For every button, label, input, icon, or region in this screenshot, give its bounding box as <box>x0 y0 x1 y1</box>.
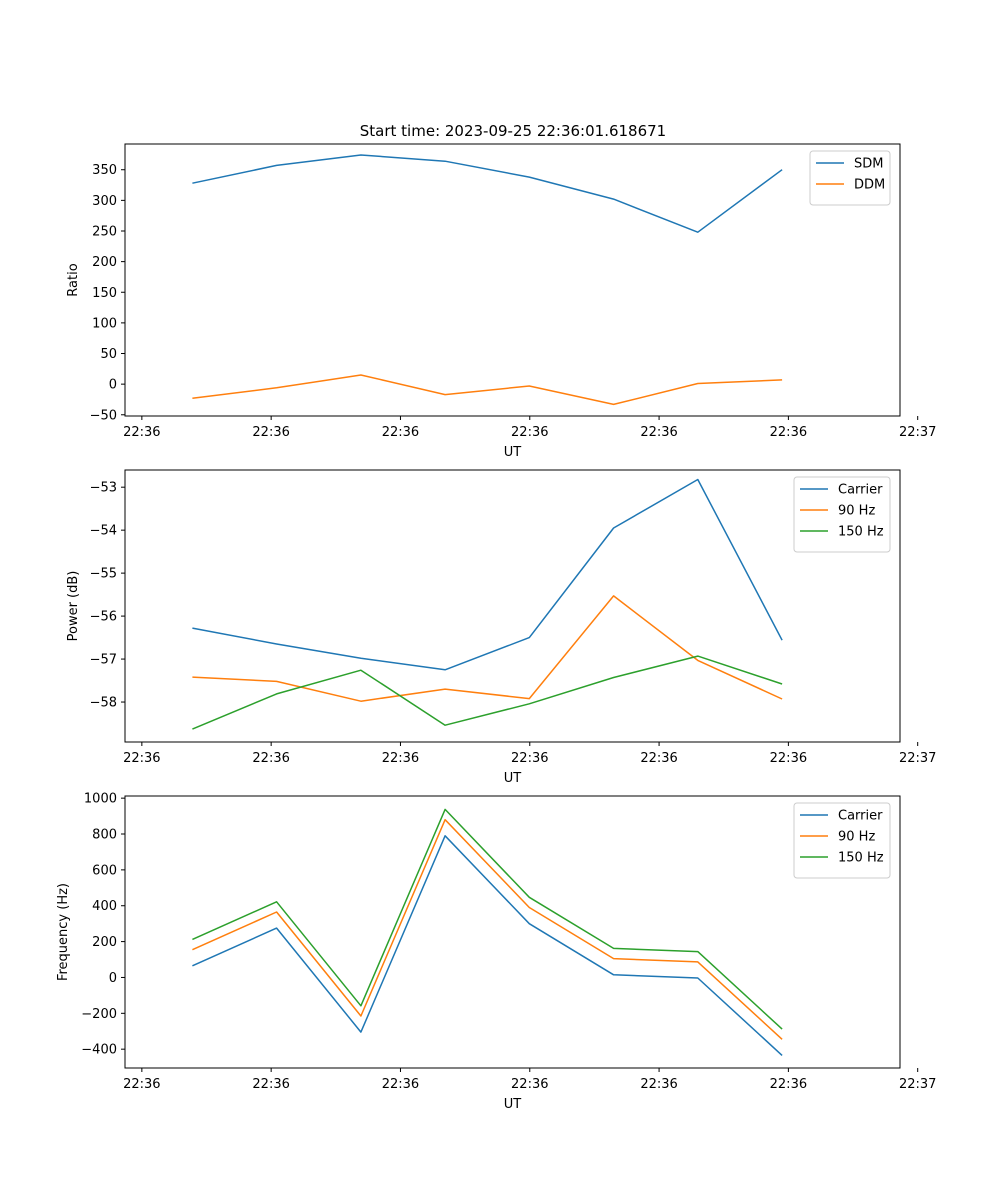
chart-title: Start time: 2023-09-25 22:36:01.618671 <box>360 122 666 140</box>
x-tick-label: 22:36 <box>770 425 807 440</box>
y-tick-label: −400 <box>81 1043 117 1058</box>
legend: Carrier 90 Hz 150 Hz <box>793 476 891 553</box>
series-line-150-hz <box>192 655 783 730</box>
chart-panels: 22:36 22:36 22:36 22:36 22:36 22:36 22:37 −50 0 5… <box>56 143 936 1112</box>
legend-label: 90 Hz <box>838 830 875 845</box>
legend-label: 90 Hz <box>838 504 875 519</box>
y-tick-label: 200 <box>92 935 117 950</box>
y-tick-label: −53 <box>90 481 117 496</box>
x-tick-label: 22:36 <box>770 1077 807 1092</box>
chart-panel-1: 22:36 22:36 22:36 22:36 22:36 22:36 22:37 −50 0 5… <box>66 143 936 460</box>
series-line-sdm <box>192 154 783 233</box>
plot-frame <box>124 469 901 743</box>
x-tick-label: 22:36 <box>640 1077 677 1092</box>
y-tick-label: 50 <box>100 347 117 362</box>
series-line-ddm <box>192 374 783 406</box>
plot-frame <box>124 795 901 1069</box>
legend-box <box>793 802 891 879</box>
y-tick-label: 800 <box>92 828 117 843</box>
y-tick-label: 300 <box>92 194 117 209</box>
legend: SDM DDM <box>809 150 891 206</box>
series-line-carrier <box>192 835 783 1056</box>
x-axis-label: UT <box>504 771 522 786</box>
x-tick-label: 22:36 <box>123 425 160 440</box>
legend-label: Carrier <box>838 809 883 824</box>
y-tick-label: 100 <box>92 316 117 331</box>
y-tick-label: −55 <box>90 567 117 582</box>
x-tick-label: 22:36 <box>640 425 677 440</box>
series-line-90-hz <box>192 595 783 702</box>
plot-frame <box>124 143 901 417</box>
legend-box <box>793 476 891 553</box>
y-tick-label: 0 <box>109 971 117 986</box>
legend-label: DDM <box>854 178 885 193</box>
x-tick-label: 22:36 <box>511 751 548 766</box>
x-tick-label: 22:37 <box>899 751 936 766</box>
y-tick-label: 200 <box>92 255 117 270</box>
x-axis-label: UT <box>504 1097 522 1112</box>
x-tick-label: 22:36 <box>382 751 419 766</box>
series-line-carrier <box>192 478 783 671</box>
x-tick-label: 22:37 <box>899 425 936 440</box>
y-axis-label: Power (dB) <box>66 571 81 642</box>
y-tick-label: 0 <box>109 378 117 393</box>
series-line-150-hz <box>192 808 783 1030</box>
legend-label: 150 Hz <box>838 851 884 866</box>
chart-panel-3: 22:36 22:36 22:36 22:36 22:36 22:36 22:37 −400 −… <box>56 792 936 1112</box>
legend: Carrier 90 Hz 150 Hz <box>793 802 891 879</box>
legend-label: SDM <box>854 157 883 172</box>
y-tick-label: −200 <box>81 1007 117 1022</box>
y-tick-label: 1000 <box>84 792 117 807</box>
x-tick-label: 22:36 <box>252 425 289 440</box>
y-tick-label: 250 <box>92 224 117 239</box>
y-axis-label: Ratio <box>66 263 81 296</box>
legend-label: Carrier <box>838 483 883 498</box>
chart-panel-2: 22:36 22:36 22:36 22:36 22:36 22:36 22:37 −58 −5… <box>66 469 936 786</box>
x-tick-label: 22:36 <box>640 751 677 766</box>
y-tick-label: 600 <box>92 863 117 878</box>
x-tick-label: 22:36 <box>770 751 807 766</box>
x-tick-label: 22:36 <box>123 751 160 766</box>
x-tick-label: 22:36 <box>252 751 289 766</box>
y-tick-label: 150 <box>92 286 117 301</box>
legend-label: 150 Hz <box>838 525 884 540</box>
x-axis-label: UT <box>504 445 522 460</box>
x-tick-label: 22:36 <box>511 425 548 440</box>
y-tick-label: −54 <box>90 524 117 539</box>
x-tick-label: 22:36 <box>123 1077 160 1092</box>
y-axis-label: Frequency (Hz) <box>56 883 71 981</box>
x-tick-label: 22:36 <box>511 1077 548 1092</box>
y-tick-label: −58 <box>90 696 117 711</box>
y-tick-label: −50 <box>90 408 117 423</box>
x-tick-label: 22:36 <box>382 425 419 440</box>
legend-box <box>809 150 891 206</box>
series-line-90-hz <box>192 818 783 1040</box>
y-tick-label: −56 <box>90 610 117 625</box>
x-tick-label: 22:36 <box>252 1077 289 1092</box>
y-tick-label: 350 <box>92 163 117 178</box>
y-tick-label: 400 <box>92 899 117 914</box>
x-tick-label: 22:36 <box>382 1077 419 1092</box>
x-tick-label: 22:37 <box>899 1077 936 1092</box>
y-tick-label: −57 <box>90 653 117 668</box>
